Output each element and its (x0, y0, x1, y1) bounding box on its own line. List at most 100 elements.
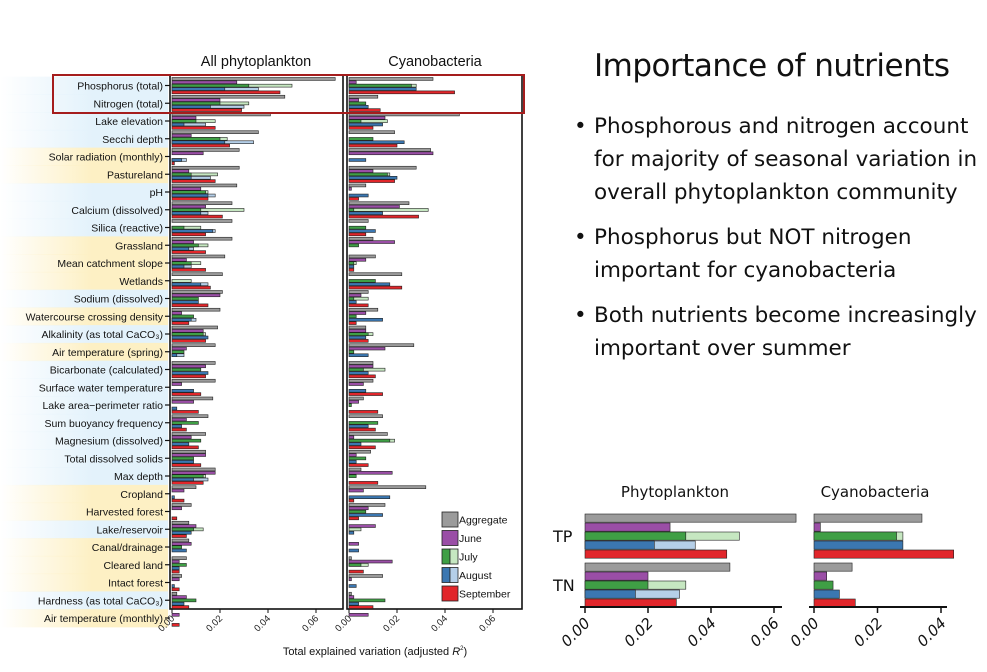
bar-aggregate (348, 556, 352, 560)
bar-july (348, 509, 367, 514)
label-band-yellow (0, 538, 168, 557)
bar-aggregate (171, 503, 192, 507)
bar-july (171, 101, 221, 106)
bar-august (348, 388, 367, 393)
bar-september (348, 143, 398, 148)
summary-panel-phytoplankton: Phytoplankton 0.00 0.02 0.04 0.06 (557, 483, 797, 650)
row-label: Alkalinity (as total CaCO₃) (41, 329, 163, 341)
bar-june (348, 435, 355, 440)
bar-aggregate (171, 485, 197, 489)
bar-june (171, 488, 185, 493)
bar-july (813, 531, 897, 541)
row-label: Bicarbonate (calculated) (50, 365, 163, 377)
slide-title: Importance of nutrients (594, 48, 950, 84)
bar-september (171, 268, 206, 272)
bar-june (171, 613, 180, 617)
highlight-box (52, 74, 525, 114)
bar-aggregate (171, 556, 187, 560)
label-band-blue (0, 431, 168, 450)
summary-category-label: TN (552, 576, 575, 595)
panel-title: Cyanobacteria (388, 54, 482, 70)
bar-august (348, 105, 369, 109)
summary-x-tick-label: 0.02 (620, 614, 656, 650)
bar-june (348, 187, 352, 191)
bar-july-light (171, 279, 192, 283)
row-label: Phosphorus (total) (77, 81, 163, 93)
bar-june (171, 240, 194, 244)
bar-aggregate (171, 396, 214, 401)
bar-september (171, 232, 206, 237)
bar-july (171, 261, 192, 265)
bar-july (348, 438, 391, 443)
bar-september (348, 410, 379, 414)
summary-x-tick-label: 0.04 (913, 614, 949, 650)
row-label: Air temperature (spring) (52, 347, 163, 359)
bar-september (171, 516, 178, 521)
row-label: Pastureland (107, 169, 163, 181)
bar-june (348, 116, 386, 120)
bar-aggregate (171, 254, 226, 259)
bar-june (348, 400, 359, 404)
bar-august (171, 282, 202, 286)
bar-july (171, 296, 199, 301)
bar-september (348, 214, 419, 219)
summary-panel-title: Phytoplankton (621, 483, 729, 501)
bar-september (171, 303, 209, 308)
label-band-yellow (0, 254, 168, 273)
bar-august (348, 317, 383, 322)
bar-june (171, 435, 192, 440)
bar-aggregate (348, 130, 395, 134)
bar-june (171, 524, 197, 528)
bar-june (348, 169, 374, 173)
bar-july (171, 137, 221, 141)
bar-july (584, 580, 649, 590)
bar-july (348, 456, 367, 461)
bar-june (171, 542, 192, 546)
bar-august (171, 140, 226, 145)
row-label: Surface water temperature (39, 382, 163, 394)
row-label: Mean catchment slope (57, 258, 163, 270)
label-band-yellow (0, 147, 168, 166)
bar-july (171, 421, 199, 425)
bar-august (348, 495, 391, 499)
label-band-blue (0, 183, 168, 202)
bar-july (171, 545, 182, 549)
bar-aggregate (348, 591, 352, 596)
bar-august (171, 176, 192, 180)
bar-aggregate (171, 325, 218, 330)
bar-september (171, 250, 206, 254)
legend-swatch-aggregate (441, 511, 459, 528)
legend-swatch-august-light (449, 567, 459, 583)
bar-september (348, 605, 374, 609)
bar-august (584, 540, 655, 550)
bar-august (348, 530, 355, 535)
bar-june (348, 542, 359, 546)
bar-september (171, 161, 175, 166)
bar-aggregate (171, 148, 240, 152)
bar-september (348, 232, 367, 237)
bar-july (348, 563, 362, 567)
bar-july (348, 421, 379, 425)
row-label: Harvested forest (86, 507, 163, 519)
label-band-yellow (0, 502, 168, 521)
bar-aggregate (348, 165, 417, 170)
legend-swatch-september (441, 585, 459, 602)
bar-june (348, 488, 364, 493)
row-label: Air temperature (monthly) (44, 613, 163, 625)
panel-cyano: 0.00 0.02 0.04 0.06 (333, 74, 523, 634)
bar-july (348, 296, 355, 301)
bar-june (348, 258, 367, 262)
panel-title: All phytoplankton (201, 54, 311, 70)
bar-aggregate (348, 343, 415, 347)
x-axis-title-end: ) (464, 646, 468, 658)
bar-july (171, 598, 197, 603)
row-label: pH (150, 187, 163, 199)
bar-june (171, 80, 238, 85)
bar-july (348, 225, 367, 230)
bar-september (171, 321, 190, 325)
bar-september (171, 374, 206, 379)
bar-aggregate (348, 219, 369, 223)
row-label: Max depth (114, 471, 163, 483)
x-tick-label: 0.06 (300, 613, 321, 634)
bar-aggregate (348, 432, 388, 436)
